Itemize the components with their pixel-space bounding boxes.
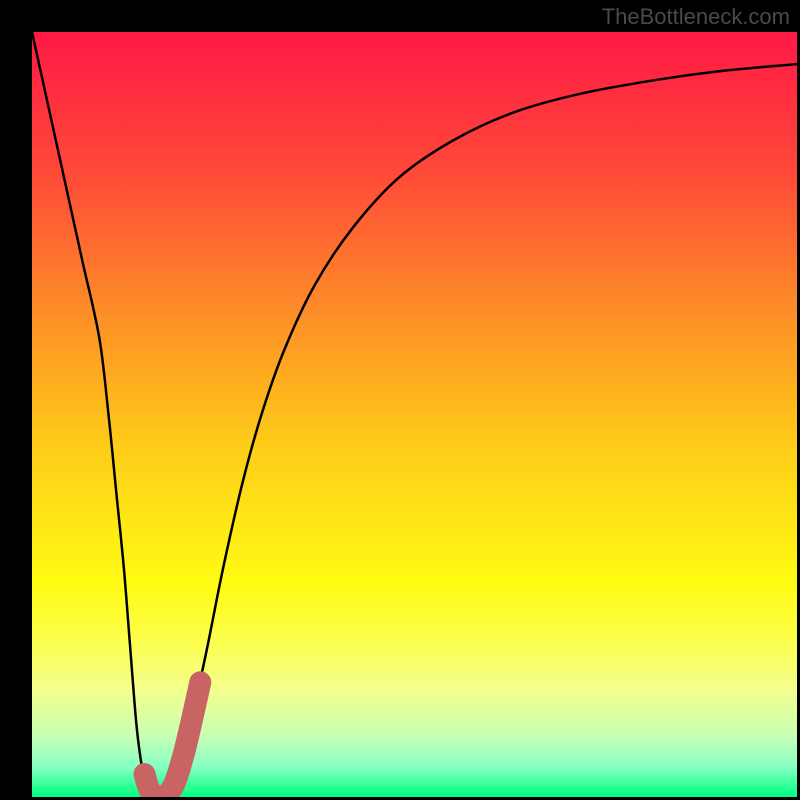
bottleneck-chart: [0, 0, 800, 800]
watermark-text: TheBottleneck.com: [602, 4, 790, 30]
plot-area: [32, 32, 797, 797]
highlight-dot: [134, 764, 154, 784]
chart-container: TheBottleneck.com: [0, 0, 800, 800]
